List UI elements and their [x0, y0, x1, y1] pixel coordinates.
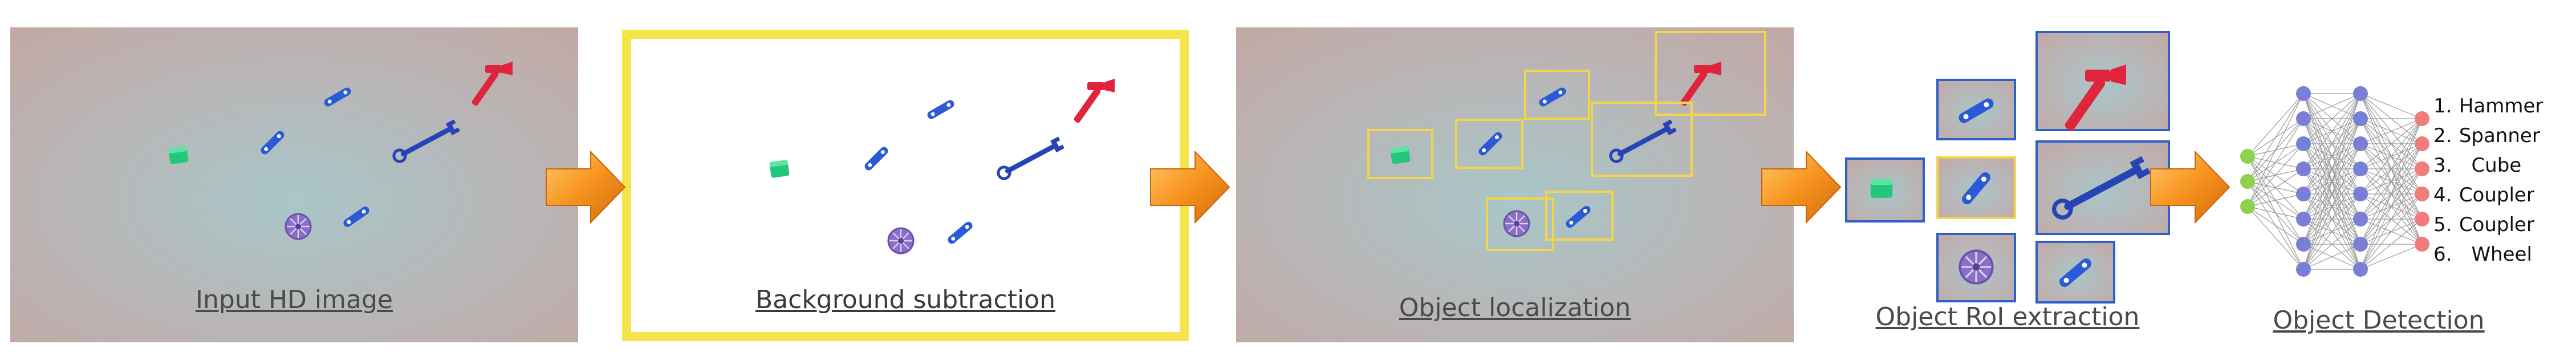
class-item-coupler: 4. Coupler [2433, 184, 2534, 207]
cube-icon [1390, 145, 1411, 165]
nn-node [2353, 161, 2368, 176]
input-image-panel [10, 27, 578, 342]
nn-connection [2303, 93, 2361, 195]
nn-connection [2360, 168, 2423, 270]
bbox-spanner [1591, 102, 1693, 177]
class-item-cube: 3. Cube [2433, 154, 2522, 177]
class-item-spanner: 2. Spanner [2433, 124, 2540, 147]
nn-node [2296, 111, 2311, 126]
nn-connection [2303, 93, 2361, 119]
background-subtraction-panel [622, 30, 1189, 341]
wheel-icon [285, 213, 312, 240]
nn-node [2353, 111, 2368, 126]
class-item-coupler: 5. Coupler [2433, 213, 2534, 236]
bbox-coupler [1524, 70, 1590, 120]
bbox-coupler [1545, 191, 1614, 241]
nn-connection [2303, 93, 2361, 169]
object-localization-panel [1236, 27, 1794, 342]
nn-connection [2247, 93, 2304, 207]
nn-connection [2360, 118, 2423, 270]
nn-node [2353, 187, 2368, 201]
bbox-cube [1367, 129, 1433, 179]
nn-connection [2303, 193, 2361, 270]
wheel-icon [1503, 210, 1530, 237]
nn-connection [2360, 244, 2423, 270]
neural-network [2240, 86, 2429, 277]
nn-connection [2360, 118, 2423, 144]
nn-node [2415, 187, 2429, 201]
nn-connection [2360, 93, 2423, 119]
nn-node [2296, 161, 2311, 176]
nn-node [2415, 111, 2429, 126]
nn-connection [2303, 118, 2361, 270]
nn-connection [2360, 193, 2423, 270]
cube-icon [769, 159, 790, 179]
class-item-wheel: 6. Wheel [2433, 243, 2532, 266]
roi-coupler [2035, 241, 2115, 304]
nn-connection [2360, 118, 2423, 220]
class-item-hammer: 1. Hammer [2433, 95, 2544, 118]
nn-connection [2303, 244, 2361, 270]
nn-node [2296, 187, 2311, 201]
nn-node [2415, 237, 2429, 252]
roi-cube [1845, 157, 1925, 223]
caption-object-detection: Object Detection [2273, 306, 2485, 335]
roi-wheel [1936, 233, 2016, 302]
nn-node [2296, 136, 2311, 151]
input-image-background [10, 27, 578, 342]
nn-connection [2247, 93, 2304, 182]
nn-connection [2247, 206, 2304, 245]
wheel-icon [887, 227, 915, 254]
nn-node [2296, 86, 2311, 101]
nn-connection [2360, 118, 2423, 169]
nn-connection [2303, 219, 2361, 270]
roi-spanner [2035, 140, 2170, 235]
caption-object-localization: Object localization [1399, 293, 1631, 322]
nn-node [2353, 262, 2368, 277]
nn-connection [2360, 118, 2423, 195]
nn-connection [2303, 168, 2361, 270]
nn-connection [2247, 206, 2304, 270]
nn-node [2240, 174, 2255, 189]
caption-background-subtraction: Background subtraction [755, 285, 1055, 314]
nn-node [2415, 212, 2429, 226]
bbox-wheel [1486, 197, 1554, 251]
nn-node [2353, 212, 2368, 226]
caption-input-image: Input HD image [196, 285, 393, 314]
nn-connection [2247, 206, 2304, 220]
nn-connection [2303, 93, 2361, 270]
nn-connection [2360, 219, 2423, 270]
caption-roi-extraction: Object RoI extraction [1875, 302, 2140, 331]
nn-connection [2247, 143, 2304, 207]
cube-icon [1870, 179, 1893, 198]
nn-node [2353, 237, 2368, 252]
nn-node [2296, 212, 2311, 226]
nn-node [2353, 86, 2368, 101]
nn-node [2296, 237, 2311, 252]
nn-connection [2360, 143, 2423, 270]
cube-icon [168, 145, 189, 165]
roi-extraction-panel [1845, 31, 2170, 304]
nn-connection [2303, 93, 2361, 220]
nn-node [2296, 262, 2311, 277]
nn-connection [2360, 118, 2423, 245]
nn-connection [2247, 168, 2304, 207]
wheel-icon [1959, 249, 1994, 285]
nn-node [2240, 149, 2255, 164]
nn-connection [2303, 93, 2361, 245]
roi-hammer [2035, 31, 2170, 132]
bbox-coupler [1455, 119, 1523, 169]
nn-node [2240, 199, 2255, 214]
roi-coupler [1936, 156, 2016, 219]
nn-connection [2247, 193, 2304, 207]
nn-node [2415, 136, 2429, 151]
nn-connection [2303, 143, 2361, 270]
nn-connection [2303, 93, 2361, 144]
nn-connection [2247, 118, 2304, 207]
roi-coupler [1936, 79, 2016, 140]
nn-connection [2247, 93, 2304, 157]
bbox-hammer [1655, 31, 1766, 116]
nn-node [2415, 161, 2429, 176]
nn-node [2353, 136, 2368, 151]
